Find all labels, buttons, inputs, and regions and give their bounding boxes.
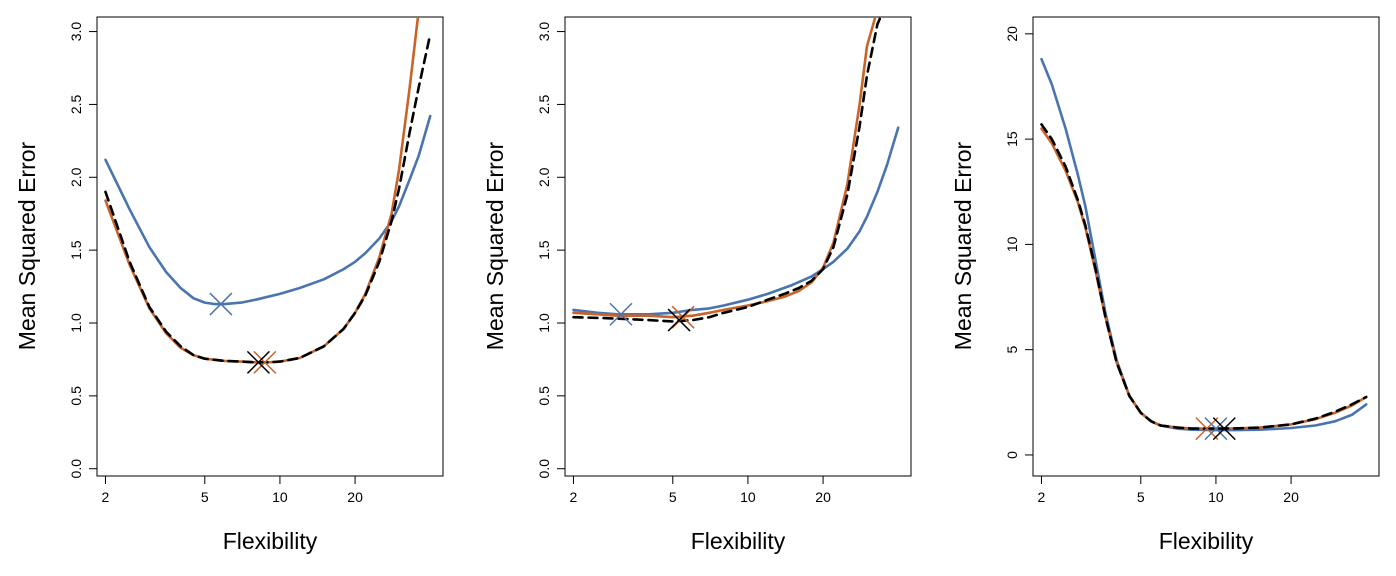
y-axis-title: Mean Squared Error xyxy=(950,141,976,350)
min-marker-2 xyxy=(1195,417,1219,441)
series-line-3 xyxy=(1040,123,1368,430)
y-tick-label: 15 xyxy=(1004,131,1020,147)
y-tick-label: 1.5 xyxy=(536,240,552,260)
y-tick-label: 5 xyxy=(1004,346,1020,354)
plot-frame xyxy=(96,16,444,477)
x-axis-title: Flexibility xyxy=(691,528,786,554)
y-tick-label: 1.5 xyxy=(68,240,84,260)
series-group xyxy=(572,17,900,323)
y-tick-label: 0.0 xyxy=(536,459,552,479)
y-tick-label: 2.0 xyxy=(68,167,84,187)
series-line-1 xyxy=(572,126,900,316)
x-tick-label: 10 xyxy=(740,489,756,505)
panel-middle: Flexibility Mean Squared Error 0.0 0.5 1.0… xyxy=(482,16,912,554)
plot-frame xyxy=(564,16,912,477)
x-tick-label: 20 xyxy=(1283,489,1299,505)
series-group xyxy=(104,17,432,364)
plot-frame xyxy=(1032,16,1380,477)
panel-left: Flexibility Mean Squared Error 0.0 0.5 1.0… xyxy=(14,16,444,554)
y-tick-label: 10 xyxy=(1004,236,1020,252)
y-tick-label: 20 xyxy=(1004,26,1020,42)
y-tick-label: 0.5 xyxy=(536,386,552,406)
min-marker-1 xyxy=(1204,417,1228,441)
x-tick-label: 5 xyxy=(1137,489,1145,505)
x-axis-title: Flexibility xyxy=(1159,528,1254,554)
min-marker-3 xyxy=(246,350,270,374)
x-tick-label: 2 xyxy=(1038,489,1046,505)
series-line-3 xyxy=(572,17,883,323)
min-marker-2 xyxy=(253,350,277,374)
y-tick-label: 0.5 xyxy=(68,386,84,406)
y-axis-title: Mean Squared Error xyxy=(14,141,40,350)
y-tick-label: 0 xyxy=(1004,451,1020,459)
series-group xyxy=(1040,57,1368,432)
panel-right: Flexibility Mean Squared Error 0 5 10 15 20 2… xyxy=(950,16,1380,554)
y-tick-label: 1.0 xyxy=(536,313,552,333)
series-line-2 xyxy=(572,17,877,319)
y-tick-label: 3.0 xyxy=(68,22,84,42)
y-tick-label: 1.0 xyxy=(68,313,84,333)
x-tick-label: 20 xyxy=(815,489,831,505)
x-tick-label: 2 xyxy=(102,489,110,505)
x-tick-label: 10 xyxy=(272,489,288,505)
x-axis-title: Flexibility xyxy=(223,528,318,554)
x-tick-label: 5 xyxy=(201,489,209,505)
min-marker-1 xyxy=(209,292,233,316)
min-marker-2 xyxy=(671,305,695,329)
min-marker-3 xyxy=(1212,417,1236,441)
min-marker-3 xyxy=(667,308,691,332)
y-tick-label: 2.0 xyxy=(536,167,552,187)
y-tick-label: 3.0 xyxy=(536,22,552,42)
y-tick-label: 2.5 xyxy=(68,94,84,114)
series-line-3 xyxy=(104,33,432,364)
x-tick-label: 10 xyxy=(1208,489,1224,505)
y-tick-label: 0.0 xyxy=(68,459,84,479)
x-tick-label: 2 xyxy=(570,489,578,505)
min-marker-1 xyxy=(609,302,633,326)
x-tick-label: 20 xyxy=(347,489,363,505)
series-line-2 xyxy=(1040,127,1368,430)
series-line-1 xyxy=(104,114,432,306)
y-tick-label: 2.5 xyxy=(536,94,552,114)
x-tick-label: 5 xyxy=(669,489,677,505)
y-axis-title: Mean Squared Error xyxy=(482,141,508,350)
